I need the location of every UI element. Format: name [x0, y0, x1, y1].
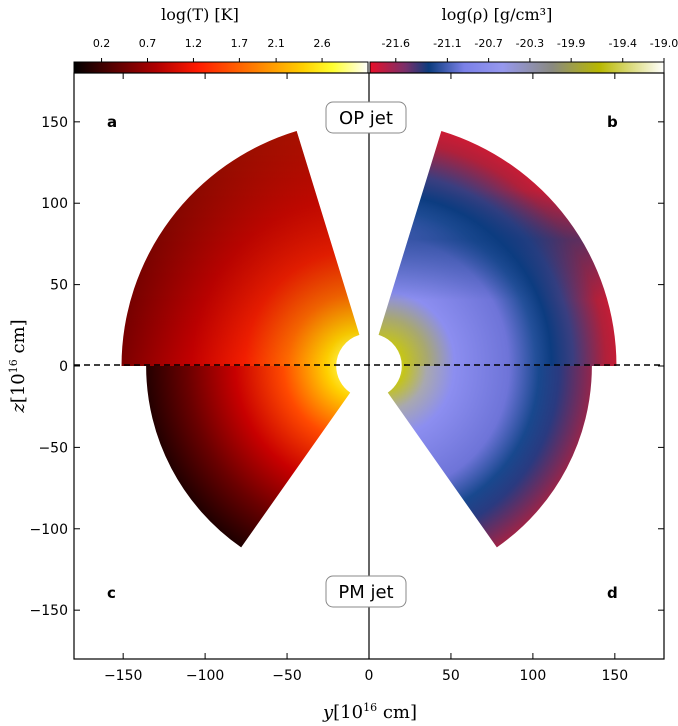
- x-tick-label: −100: [186, 668, 224, 684]
- panel-c-temperature-wedge: [146, 366, 351, 548]
- colorbar-tick-label: -19.9: [557, 37, 585, 50]
- colorbar-tick-label: 0.2: [93, 37, 111, 50]
- colorbar-density-ticks: -21.6 -21.1 -20.7 -20.3 -19.9 -19.4 -19.0: [382, 37, 678, 62]
- y-tick-label: 0: [59, 359, 68, 375]
- colorbar-tick-label: -19.0: [650, 37, 678, 50]
- panel-label-d: d: [607, 584, 618, 602]
- x-tick-label: −150: [104, 668, 142, 684]
- op-jet-label: OP jet: [339, 108, 393, 129]
- y-tick-label: −50: [38, 440, 68, 456]
- y-axis-label-var: z: [8, 403, 29, 414]
- colorbar-tick-label: -21.1: [433, 37, 461, 50]
- colorbar-density: [369, 61, 665, 74]
- y-tick-label: 150: [41, 115, 68, 131]
- colorbar-temperature: [73, 61, 369, 74]
- panel-label-a: a: [107, 113, 117, 131]
- colorbar-tick-label: -21.6: [382, 37, 410, 50]
- colorbar-tick-label: -20.3: [516, 37, 544, 50]
- colorbar-temperature-label: log(T) [K]: [161, 5, 239, 24]
- x-tick-label: 0: [365, 668, 374, 684]
- x-tick-label: 150: [601, 668, 628, 684]
- x-axis-ticks: −150 −100 −50 0 50 100 150: [104, 73, 628, 684]
- y-axis-ticks: 150 100 50 0 −50 −100 −150: [30, 115, 664, 619]
- colorbar-tick-label: 2.6: [313, 37, 331, 50]
- colorbar-tick-label: 0.7: [139, 37, 157, 50]
- x-axis-label-exp: 16: [363, 701, 377, 714]
- colorbar-tick-label: -19.4: [609, 37, 637, 50]
- y-axis-label-exp: 16: [7, 359, 20, 373]
- panel-a-shade: [121, 130, 360, 366]
- colorbar-tick-label: -20.7: [474, 37, 502, 50]
- y-tick-label: 50: [50, 278, 68, 294]
- panel-label-b: b: [607, 113, 618, 131]
- panel-label-c: c: [107, 584, 116, 602]
- op-jet-box: [325, 101, 407, 134]
- colorbar-tick-label: 1.2: [185, 37, 203, 50]
- pm-jet-box: [325, 575, 407, 608]
- colorbar-tick-label: 1.7: [231, 37, 249, 50]
- x-tick-label: 50: [442, 668, 460, 684]
- x-axis-label-unit: [10: [333, 702, 363, 723]
- x-axis-label: y[1016 cm]: [322, 701, 417, 723]
- colorbar-tick-label: 2.1: [267, 37, 285, 50]
- wedge-layer: [121, 130, 617, 548]
- x-axis-label-var: y: [322, 702, 334, 723]
- panel-b-band: [378, 130, 617, 366]
- y-tick-label: −100: [30, 522, 68, 538]
- op-jet-annotation: OP jet: [325, 101, 407, 134]
- pm-jet-annotation: PM jet: [325, 575, 407, 608]
- colorbar-density-label: log(ρ) [g/cm³]: [442, 5, 553, 24]
- y-axis-label-end: cm]: [8, 319, 29, 359]
- panel-d-density-wedge: [387, 366, 592, 548]
- y-tick-label: −150: [30, 603, 68, 619]
- y-axis-label: z[1016 cm]: [7, 319, 29, 413]
- x-tick-label: −50: [272, 668, 302, 684]
- x-tick-label: 100: [520, 668, 547, 684]
- y-tick-label: 100: [41, 196, 68, 212]
- y-axis-label-unit: [10: [8, 373, 29, 403]
- pm-jet-label: PM jet: [338, 582, 393, 603]
- x-axis-label-end: cm]: [377, 702, 417, 723]
- colorbar-temperature-ticks: 0.2 0.7 1.2 1.7 2.1 2.6: [93, 37, 331, 62]
